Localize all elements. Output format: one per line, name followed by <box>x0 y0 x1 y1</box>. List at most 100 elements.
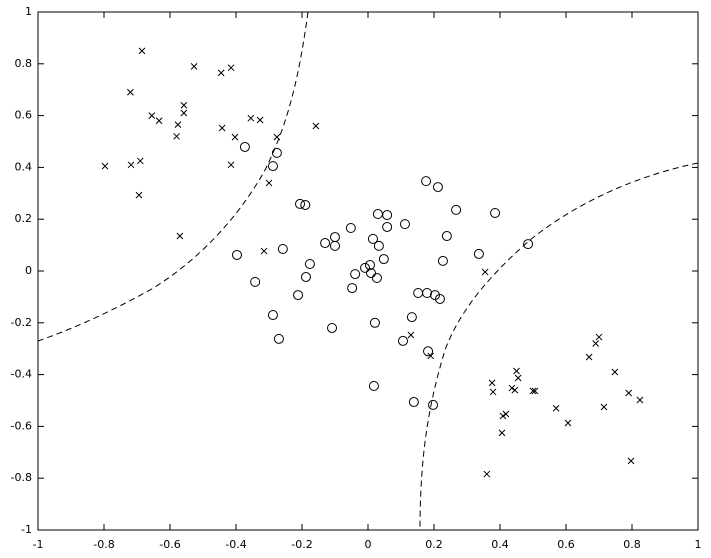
cross-point <box>513 367 520 375</box>
circle-point <box>364 260 375 271</box>
circle-point <box>295 198 306 209</box>
cross-point <box>514 374 522 382</box>
circle-point <box>378 254 389 265</box>
cross-point <box>427 352 435 360</box>
cross-point <box>227 161 235 169</box>
circle-point <box>434 293 445 304</box>
circle-point <box>345 223 356 234</box>
cross-point <box>173 132 180 140</box>
x-tick-label: 0.2 <box>425 538 443 551</box>
x-tick-label: 0.8 <box>623 538 641 551</box>
cross-point <box>636 396 644 404</box>
circle-point <box>360 262 371 273</box>
cross-point <box>407 331 415 339</box>
circle-point <box>267 310 278 321</box>
x-tick-label: 0.6 <box>557 538 575 551</box>
cross-point <box>585 353 593 361</box>
cross-point <box>488 379 496 387</box>
x-tick-label: -0.6 <box>159 538 180 551</box>
y-tick-label: 0 <box>25 264 32 277</box>
circle-point <box>408 397 419 408</box>
circle-point <box>421 176 432 187</box>
y-tick-label: 0.6 <box>15 109 33 122</box>
cross-point <box>136 157 144 165</box>
x-tick-label: 0.4 <box>491 538 509 551</box>
circle-point <box>397 335 408 346</box>
cross-point <box>148 112 156 119</box>
cross-point <box>552 404 560 412</box>
circle-point <box>406 312 417 323</box>
cross-point <box>155 117 163 125</box>
circle-point <box>399 219 410 230</box>
cross-point <box>483 470 491 478</box>
cross-point <box>180 101 188 109</box>
circle-point <box>300 199 311 210</box>
circle-point <box>239 141 250 152</box>
cross-point <box>127 161 135 169</box>
decision-boundary <box>37 11 309 342</box>
y-tick-label: 1 <box>25 5 32 18</box>
cross-point <box>180 109 188 117</box>
circle-point <box>271 147 282 158</box>
cross-point <box>627 457 635 465</box>
circle-point <box>304 259 315 270</box>
y-tick-label: -0.2 <box>11 316 32 329</box>
circle-point <box>327 322 338 333</box>
cross-point <box>529 387 537 395</box>
cross-point <box>498 429 506 437</box>
y-tick-label: 0.4 <box>15 160 33 173</box>
circle-point <box>371 272 382 283</box>
circle-point <box>523 239 534 250</box>
circle-point <box>293 290 304 301</box>
circle-point <box>368 380 379 391</box>
circle-point <box>277 243 288 254</box>
cross-point <box>227 64 235 72</box>
cross-point <box>273 133 281 141</box>
circle-point <box>300 271 311 282</box>
circle-point <box>273 333 284 344</box>
cross-point <box>265 179 273 187</box>
x-tick-label: -0.2 <box>291 538 312 551</box>
circle-point <box>432 182 443 193</box>
circle-point <box>422 288 433 299</box>
cross-point <box>247 114 255 122</box>
cross-point <box>218 124 226 132</box>
cross-point <box>592 340 600 347</box>
cross-point <box>481 268 489 276</box>
cross-point <box>611 368 619 376</box>
cross-point <box>564 419 572 427</box>
circle-point <box>250 276 261 287</box>
y-tick-label: -0.4 <box>11 368 32 381</box>
cross-point <box>174 121 182 129</box>
cross-point <box>217 69 225 77</box>
circle-point <box>441 231 452 242</box>
circle-point <box>490 207 501 218</box>
circle-point <box>320 238 331 249</box>
circle-point <box>330 240 340 251</box>
cross-point <box>127 88 134 96</box>
y-tick-label: 0.8 <box>15 57 33 70</box>
y-tick-label: 0.2 <box>15 212 33 225</box>
cross-point <box>625 389 633 397</box>
decision-boundary <box>419 162 699 531</box>
x-tick-label: -0.4 <box>225 538 246 551</box>
circle-point <box>373 240 384 251</box>
x-tick-label: -1 <box>33 538 44 551</box>
cross-point <box>138 47 146 55</box>
circle-point <box>367 233 378 244</box>
circle-point <box>423 346 434 357</box>
circle-point <box>365 268 376 279</box>
x-tick-label: 0 <box>365 538 372 551</box>
cross-point <box>595 333 603 341</box>
cross-point <box>256 116 264 124</box>
x-tick-label: 1 <box>695 538 702 551</box>
cross-point <box>190 63 198 70</box>
cross-point <box>531 387 539 395</box>
y-tick-label: -0.8 <box>11 471 32 484</box>
circle-point <box>473 248 484 259</box>
circle-point <box>437 255 448 266</box>
circle-point <box>267 161 278 172</box>
cross-point <box>499 412 507 420</box>
y-tick-label: -0.6 <box>11 419 32 432</box>
